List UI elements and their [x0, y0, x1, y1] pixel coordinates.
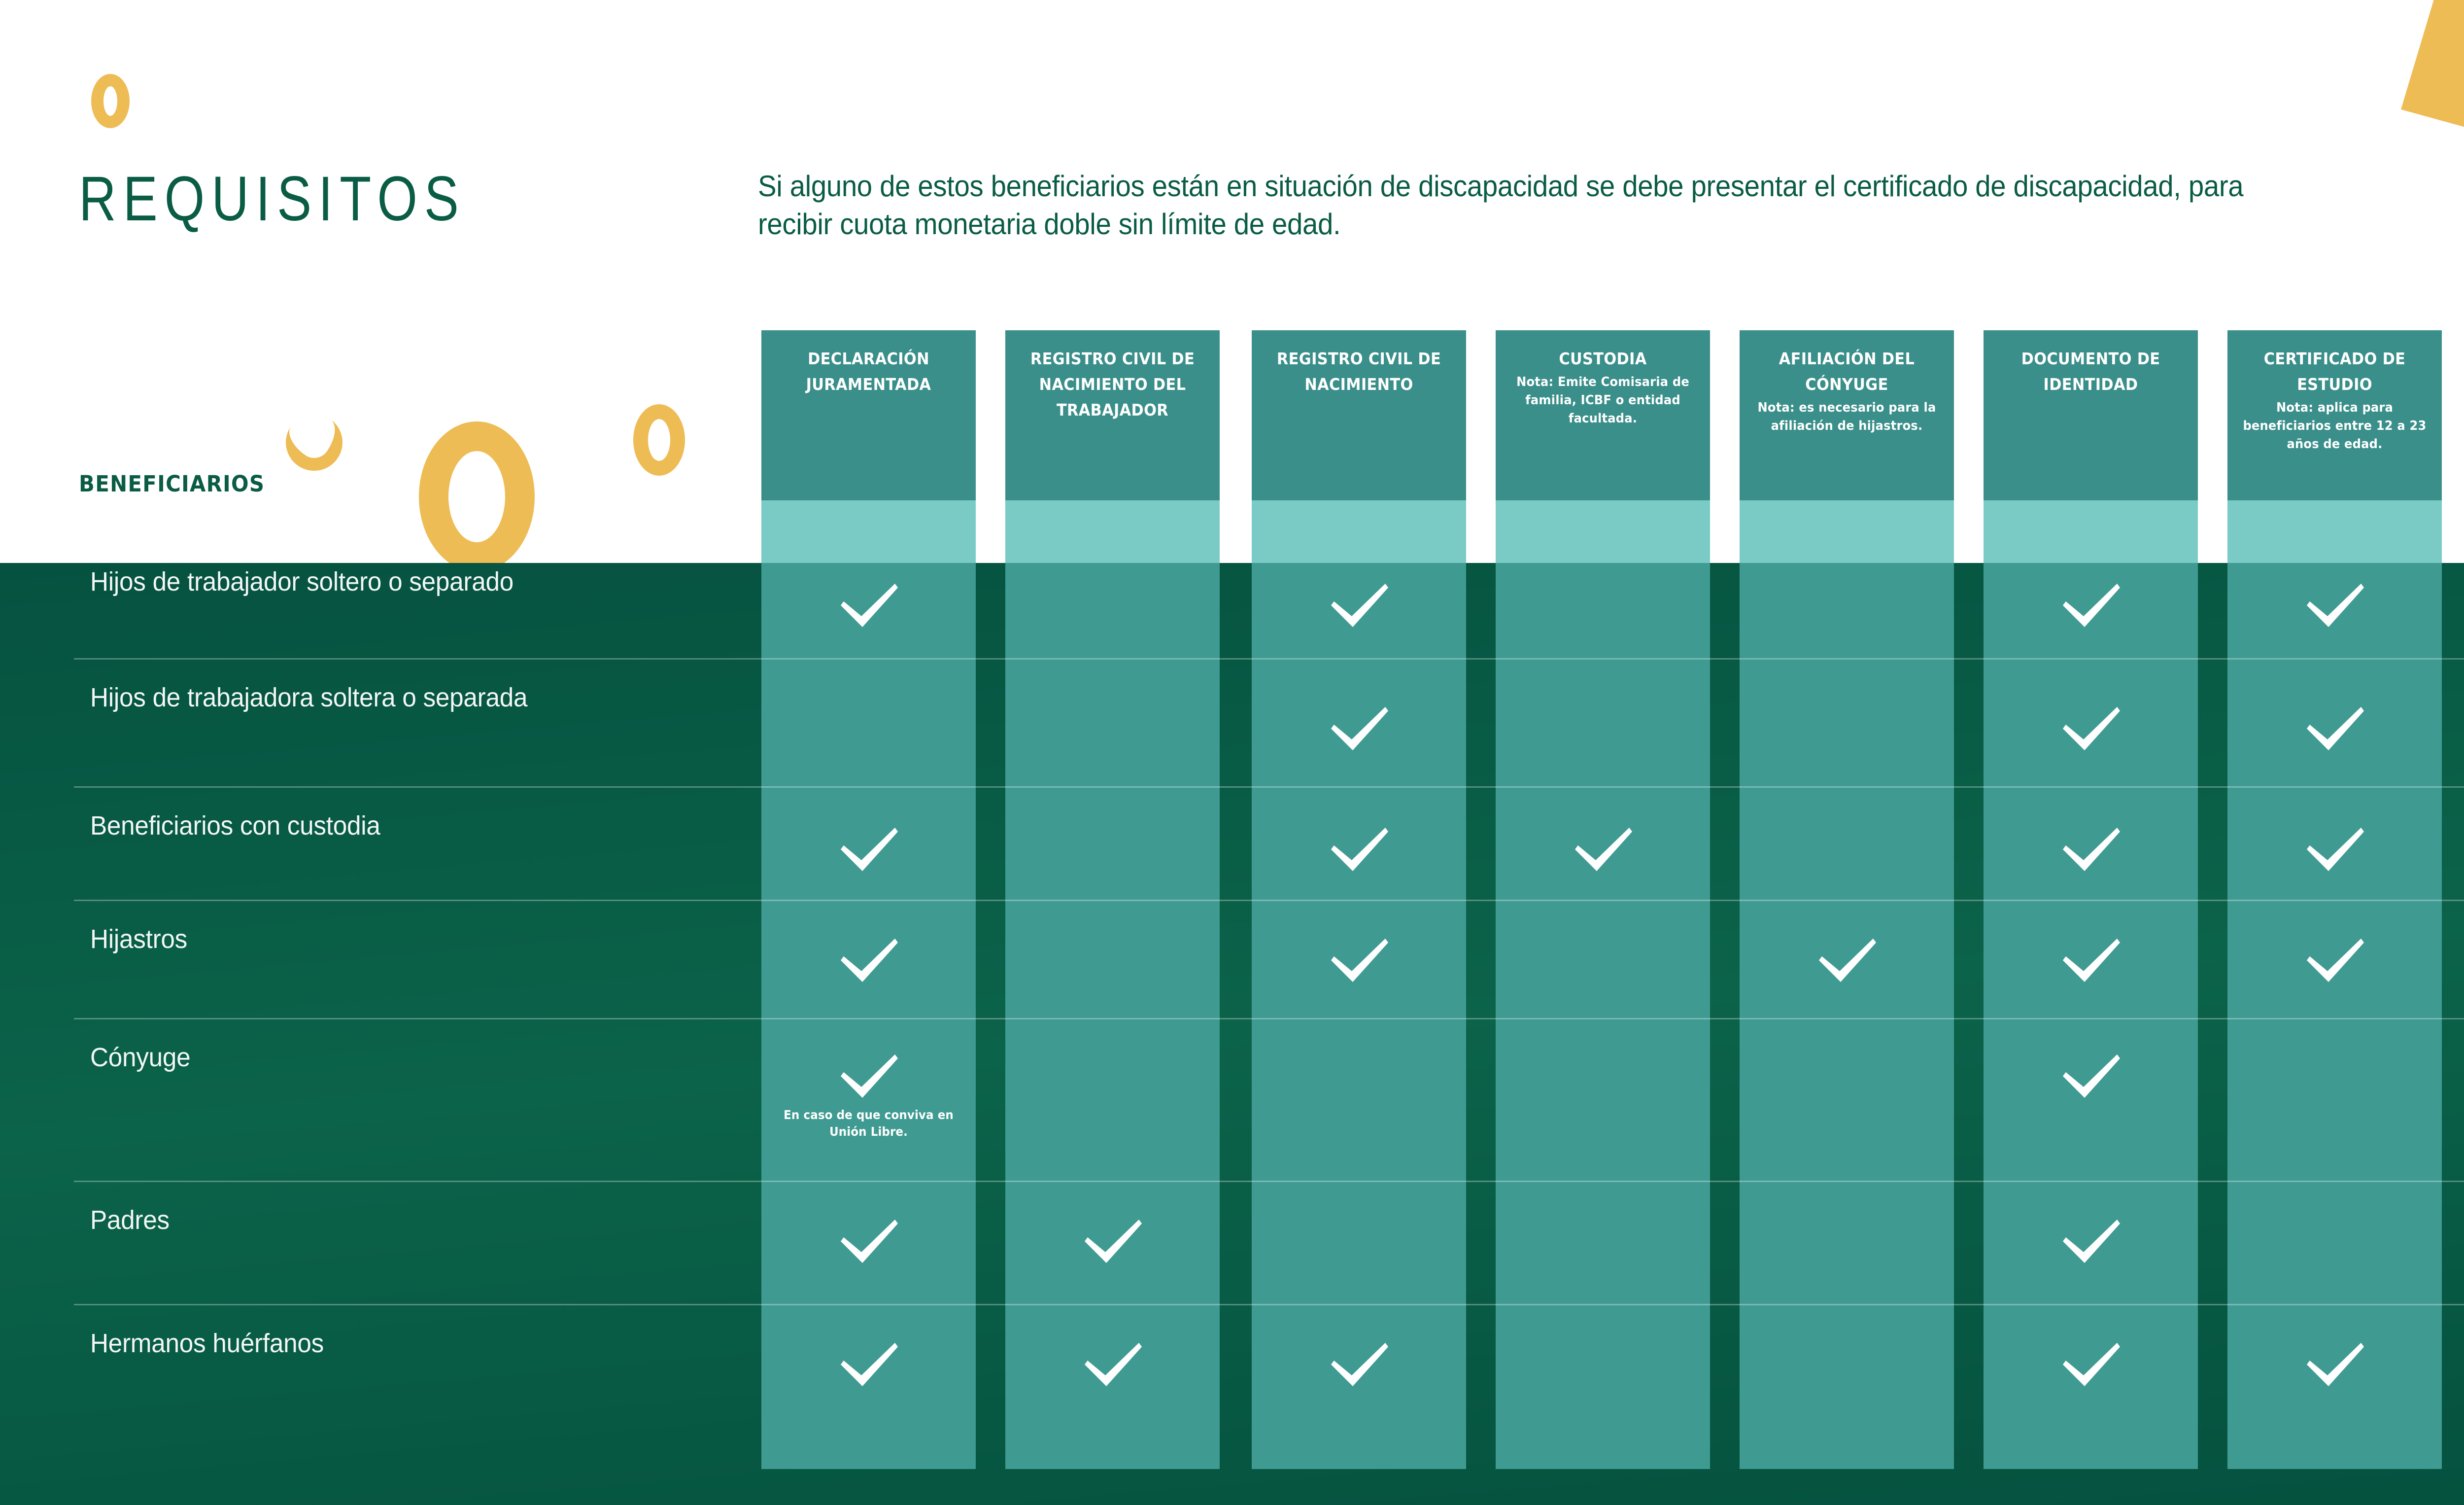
row-label-padres: Padres	[90, 1205, 170, 1235]
column-title: REGISTRO CIVIL DE NACIMIENTO	[1276, 349, 1441, 394]
column-accent-certificado-estudio	[2227, 500, 2442, 563]
column-body-afiliacion-conyuge	[1740, 563, 1954, 1469]
column-title: CUSTODIA	[1559, 349, 1647, 368]
column-accent-registro-civil-nacimiento	[1252, 500, 1466, 563]
column-accent-afiliacion-conyuge	[1740, 500, 1954, 563]
column-title: CERTIFICADO DE ESTUDIO	[2263, 349, 2406, 394]
check-icon-hijos-trabajadora-soltera-certificado-estudio	[2303, 705, 2366, 752]
check-icon-beneficiarios-con-custodia-certificado-estudio	[2303, 826, 2366, 873]
check-icon-hermanos-huerfanos-registro-civil-nacimiento-trabajador	[1081, 1341, 1144, 1388]
column-note: Nota: Emite Comisaria de familia, ICBF o…	[1516, 375, 1689, 426]
check-icon-hermanos-huerfanos-registro-civil-nacimiento	[1327, 1341, 1390, 1388]
check-icon-padres-registro-civil-nacimiento-trabajador	[1081, 1218, 1144, 1265]
column-header-registro-civil-nacimiento: REGISTRO CIVIL DE NACIMIENTO	[1252, 330, 1466, 500]
column-body-declaracion-juramentada	[761, 563, 976, 1469]
column-title: REGISTRO CIVIL DE NACIMIENTO DEL TRABAJA…	[1030, 349, 1195, 420]
column-accent-declaracion-juramentada	[761, 500, 976, 563]
check-icon-padres-documento-identidad	[2059, 1218, 2122, 1265]
page-title: REQUISITOS	[79, 164, 466, 234]
row-label-conyuge: Cónyuge	[90, 1043, 191, 1072]
row-label-hijos-trabajador-soltero: Hijos de trabajador soltero o separado	[90, 567, 513, 596]
check-icon-hijastros-afiliacion-conyuge	[1815, 937, 1878, 984]
row-label-hijastros: Hijastros	[90, 924, 187, 954]
check-icon-hijos-trabajador-soltero-documento-identidad	[2059, 582, 2122, 629]
check-icon-hijos-trabajador-soltero-certificado-estudio	[2303, 582, 2366, 629]
column-body-registro-civil-nacimiento	[1252, 563, 1466, 1469]
beneficiaries-group-label: BENEFICIARIOS	[79, 471, 265, 497]
check-icon-conyuge-declaracion-juramentada	[837, 1052, 900, 1100]
column-body-custodia	[1496, 563, 1710, 1469]
check-icon-hijos-trabajador-soltero-registro-civil-nacimiento	[1327, 582, 1390, 629]
check-icon-hijos-trabajador-soltero-declaracion-juramentada	[837, 582, 900, 629]
column-header-declaracion-juramentada: DECLARACIÓN JURAMENTADA	[761, 330, 976, 500]
check-icon-beneficiarios-con-custodia-declaracion-juramentada	[837, 826, 900, 873]
check-icon-hijastros-documento-identidad	[2059, 937, 2122, 984]
check-icon-hijos-trabajadora-soltera-registro-civil-nacimiento	[1327, 705, 1390, 752]
check-icon-hijastros-registro-civil-nacimiento	[1327, 937, 1390, 984]
check-icon-hermanos-huerfanos-declaracion-juramentada	[837, 1341, 900, 1388]
check-icon-beneficiarios-con-custodia-custodia	[1571, 826, 1634, 873]
cell-note-conyuge-declaracion-juramentada: En caso de que conviva en Unión Libre.	[784, 1108, 954, 1139]
page-subtitle: Si alguno de estos beneficiarios están e…	[758, 170, 2244, 241]
column-header-custodia: CUSTODIA Nota: Emite Comisaria de familia…	[1496, 330, 1710, 500]
column-header-afiliacion-conyuge: AFILIACIÓN DEL CÓNYUGE Nota: es necesario…	[1740, 330, 1954, 500]
row-separator	[74, 900, 2464, 901]
column-header-certificado-estudio: CERTIFICADO DE ESTUDIO Nota: aplica para …	[2227, 330, 2442, 500]
check-icon-hijastros-declaracion-juramentada	[837, 937, 900, 984]
column-header-registro-civil-nacimiento-trabajador: REGISTRO CIVIL DE NACIMIENTO DEL TRABAJA…	[1005, 330, 1220, 500]
check-icon-conyuge-documento-identidad	[2059, 1052, 2122, 1100]
check-icon-hermanos-huerfanos-certificado-estudio	[2303, 1341, 2366, 1388]
column-accent-registro-civil-nacimiento-trabajador	[1005, 500, 1220, 563]
row-separator	[74, 1181, 2464, 1182]
column-note: Nota: es necesario para la afiliación de…	[1757, 400, 1936, 434]
check-icon-hijos-trabajadora-soltera-documento-identidad	[2059, 705, 2122, 752]
row-separator	[74, 786, 2464, 788]
column-accent-custodia	[1496, 500, 1710, 563]
row-label-beneficiarios-con-custodia: Beneficiarios con custodia	[90, 811, 380, 840]
row-label-hijos-trabajadora-soltera: Hijos de trabajadora soltera o separada	[90, 683, 528, 712]
check-icon-hijastros-certificado-estudio	[2303, 937, 2366, 984]
check-icon-padres-declaracion-juramentada	[837, 1218, 900, 1265]
check-icon-beneficiarios-con-custodia-documento-identidad	[2059, 826, 2122, 873]
row-label-hermanos-huerfanos: Hermanos huérfanos	[90, 1329, 324, 1358]
column-body-certificado-estudio	[2227, 563, 2442, 1469]
check-icon-beneficiarios-con-custodia-registro-civil-nacimiento	[1327, 826, 1390, 873]
column-header-documento-identidad: DOCUMENTO DE IDENTIDAD	[1984, 330, 2198, 500]
column-body-registro-civil-nacimiento-trabajador	[1005, 563, 1220, 1469]
column-title: AFILIACIÓN DEL CÓNYUGE	[1779, 349, 1915, 394]
row-separator	[74, 658, 2464, 660]
column-body-documento-identidad	[1984, 563, 2198, 1469]
column-title: DOCUMENTO DE IDENTIDAD	[2021, 349, 2160, 394]
column-title: DECLARACIÓN JURAMENTADA	[806, 349, 931, 394]
column-accent-documento-identidad	[1984, 500, 2198, 563]
row-separator	[74, 1304, 2464, 1305]
column-note: Nota: aplica para beneficiarios entre 12…	[2243, 400, 2427, 452]
check-icon-hermanos-huerfanos-documento-identidad	[2059, 1341, 2122, 1388]
row-separator	[74, 1018, 2464, 1019]
